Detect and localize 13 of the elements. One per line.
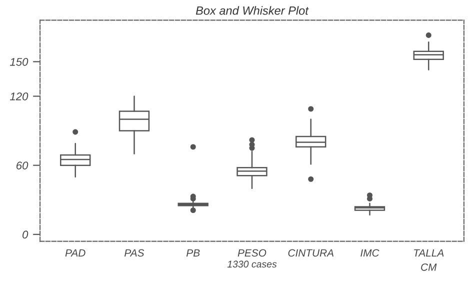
x-tick-label: IMC (360, 249, 380, 257)
x-tick-label: TALLA CM (414, 249, 444, 271)
chart-title: Box and Whisker Plot (196, 6, 309, 15)
x-tick-label: PAS (124, 249, 144, 257)
x-tick-label: CINTURA (288, 249, 334, 257)
x-tick-label: PESO (238, 249, 266, 257)
x-tick-label: PB (186, 249, 200, 257)
y-tick-label: 120 (10, 92, 28, 100)
x-axis-title: 1330 cases (227, 260, 277, 268)
y-tick-label: 0 (22, 230, 28, 239)
y-tick-label: 60 (16, 162, 28, 170)
y-tick-label: 150 (10, 58, 28, 66)
x-tick-label: PAD (65, 249, 86, 257)
